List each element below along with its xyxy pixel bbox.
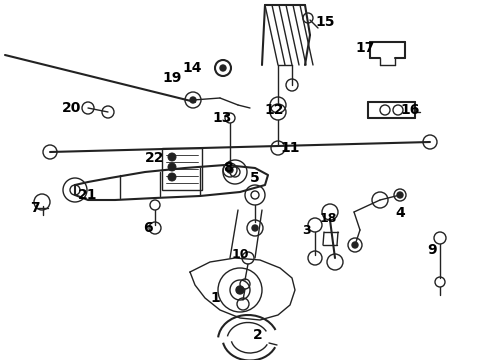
Text: 20: 20 (62, 101, 82, 115)
Text: 12: 12 (264, 103, 284, 117)
Text: 5: 5 (250, 171, 260, 185)
Text: 18: 18 (319, 211, 337, 225)
Text: 13: 13 (212, 111, 232, 125)
Text: 21: 21 (78, 188, 98, 202)
Text: 6: 6 (143, 221, 153, 235)
Polygon shape (162, 148, 202, 190)
Text: 7: 7 (30, 201, 40, 215)
Text: 3: 3 (302, 224, 310, 237)
Circle shape (190, 97, 196, 103)
Text: 19: 19 (162, 71, 182, 85)
Circle shape (252, 225, 258, 231)
Text: 10: 10 (231, 248, 249, 261)
Text: 15: 15 (315, 15, 335, 29)
Text: 22: 22 (145, 151, 165, 165)
Circle shape (220, 65, 226, 71)
Circle shape (397, 192, 403, 198)
Text: 4: 4 (395, 206, 405, 220)
Circle shape (168, 173, 176, 181)
Circle shape (352, 242, 358, 248)
Text: 11: 11 (280, 141, 300, 155)
Text: 14: 14 (182, 61, 202, 75)
Text: 9: 9 (427, 243, 437, 257)
Text: 16: 16 (400, 103, 420, 117)
Text: 17: 17 (355, 41, 375, 55)
Circle shape (236, 286, 244, 294)
Text: 2: 2 (253, 328, 263, 342)
Circle shape (168, 163, 176, 171)
Text: 1: 1 (210, 291, 220, 305)
Circle shape (168, 153, 176, 161)
Text: 8: 8 (223, 161, 233, 175)
Circle shape (227, 167, 233, 173)
